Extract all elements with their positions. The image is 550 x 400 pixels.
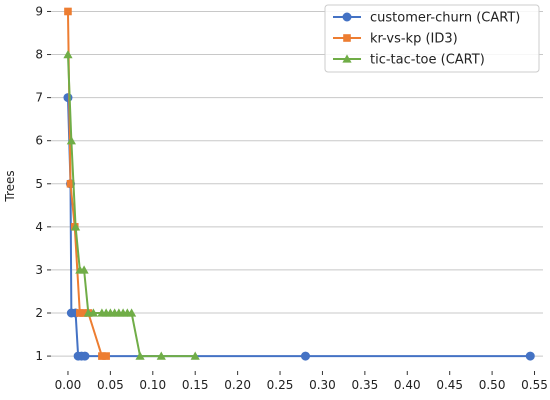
legend-frame bbox=[324, 4, 540, 73]
data-point bbox=[66, 136, 76, 145]
data-point bbox=[98, 352, 106, 360]
legend-marker bbox=[342, 12, 352, 22]
x-tick-label: 0.30 bbox=[309, 378, 336, 392]
legend-item: customer-churn (CART) bbox=[333, 11, 520, 26]
y-axis-label: Trees bbox=[3, 170, 17, 202]
y-tick-label: 2 bbox=[35, 306, 43, 320]
legend: customer-churn (CART) kr-vs-kp (ID3) tic-t… bbox=[324, 4, 540, 73]
y-axis: 1 2 3 4 5 6 7 8 9 bbox=[35, 4, 51, 363]
x-tick-label: 0.15 bbox=[182, 378, 209, 392]
x-tick-label: 0.10 bbox=[139, 378, 166, 392]
legend-label: kr-vs-kp (ID3) bbox=[370, 32, 458, 47]
x-axis: 0.00 0.05 0.10 0.15 0.20 0.25 0.30 0.35 0.40 0.45… bbox=[55, 371, 548, 392]
x-tick-label: 0.45 bbox=[436, 378, 463, 392]
x-tick-label: 0.00 bbox=[55, 378, 82, 392]
data-point bbox=[190, 351, 200, 360]
data-point bbox=[156, 351, 166, 360]
x-tick-label: 0.40 bbox=[394, 378, 421, 392]
x-tick-label: 0.05 bbox=[97, 378, 124, 392]
data-point bbox=[79, 309, 88, 317]
y-tick-label: 7 bbox=[35, 91, 43, 105]
y-tick-label: 9 bbox=[35, 4, 43, 18]
legend-label: customer-churn (CART) bbox=[370, 11, 520, 26]
x-tick-label: 0.20 bbox=[224, 378, 251, 392]
x-tick-label: 0.50 bbox=[479, 378, 506, 392]
legend-marker bbox=[342, 54, 352, 63]
legend-item: tic-tac-toe (CART) bbox=[333, 53, 485, 68]
legend-item: kr-vs-kp (ID3) bbox=[333, 32, 458, 47]
data-point bbox=[126, 308, 137, 317]
data-point bbox=[300, 351, 310, 361]
data-point bbox=[80, 351, 90, 361]
data-point bbox=[71, 222, 81, 231]
x-tick-label: 0.35 bbox=[352, 378, 379, 392]
series-2 bbox=[63, 49, 200, 360]
y-tick-label: 6 bbox=[35, 134, 43, 148]
data-point bbox=[64, 7, 72, 16]
data-point bbox=[79, 265, 89, 274]
data-point bbox=[102, 352, 110, 360]
x-tick-label: 0.25 bbox=[267, 378, 294, 392]
data-series bbox=[63, 7, 535, 361]
data-point bbox=[63, 49, 73, 59]
y-tick-label: 5 bbox=[35, 177, 43, 191]
y-tick-label: 1 bbox=[35, 349, 43, 363]
data-point bbox=[66, 179, 75, 188]
y-tick-label: 3 bbox=[35, 263, 43, 277]
legend-marker bbox=[343, 34, 351, 42]
y-tick-label: 4 bbox=[35, 220, 43, 234]
data-point bbox=[135, 351, 145, 360]
x-tick-label: 0.55 bbox=[521, 378, 548, 392]
y-tick-label: 8 bbox=[35, 48, 43, 62]
data-point bbox=[88, 308, 99, 317]
legend-label: tic-tac-toe (CART) bbox=[370, 53, 485, 68]
data-point bbox=[525, 351, 535, 361]
